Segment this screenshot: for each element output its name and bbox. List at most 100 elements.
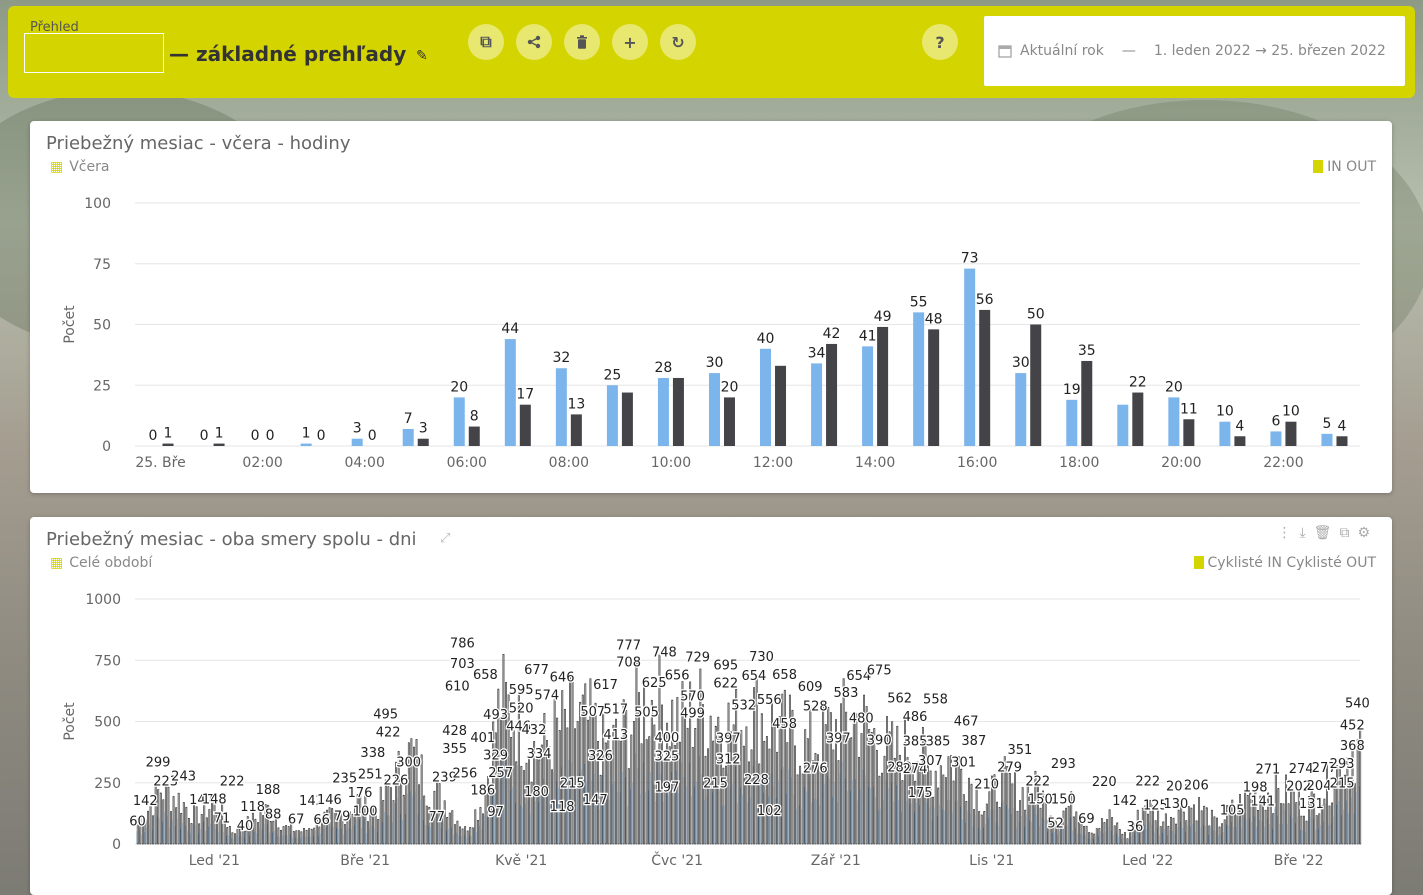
bar-total — [643, 680, 646, 845]
bar-total — [814, 752, 817, 845]
bar-total — [1121, 833, 1124, 845]
bar-total — [929, 770, 932, 845]
bar-total — [975, 786, 978, 845]
plus-icon: + — [623, 32, 637, 52]
bar-total — [696, 718, 699, 845]
bar-total — [1264, 809, 1267, 845]
breadcrumb[interactable]: Přehled — [30, 20, 79, 35]
data-label: 300 — [396, 756, 421, 771]
bar-total — [1331, 802, 1333, 845]
bar-total — [1336, 765, 1339, 845]
bar-total — [395, 761, 397, 845]
bar-total — [1016, 810, 1019, 845]
y-axis-label: Počet — [62, 702, 78, 741]
download-icon[interactable]: ⤓ — [1299, 525, 1314, 541]
data-label: 20 — [721, 379, 739, 395]
bar-total — [349, 811, 351, 845]
calendar-icon — [998, 45, 1012, 58]
bar-total — [753, 687, 756, 845]
bar-out — [1234, 436, 1246, 446]
bar-total — [916, 761, 919, 845]
bar-out — [1336, 436, 1348, 446]
card-toolbar: ⋮⤓🗑⧉⚙ — [1277, 525, 1378, 541]
bar-total — [523, 770, 525, 845]
bar-total — [661, 704, 663, 845]
copy-icon[interactable]: ⧉ — [1339, 525, 1358, 541]
bar-total — [461, 828, 464, 845]
bar-total — [295, 830, 298, 845]
bar-total — [451, 810, 454, 845]
bar-total — [811, 760, 814, 845]
y-tick-label: 1000 — [85, 592, 121, 608]
share-button[interactable] — [516, 24, 552, 60]
bar-total — [1254, 788, 1257, 845]
gear-icon[interactable]: ⚙ — [1357, 525, 1378, 541]
bar-total — [921, 727, 924, 845]
bar-total — [203, 798, 206, 845]
bar-total — [875, 749, 878, 845]
bar-total — [382, 800, 385, 845]
bar-total — [707, 748, 709, 845]
bar-total — [216, 813, 218, 845]
bar-total — [287, 826, 290, 845]
bar-total — [139, 816, 142, 845]
refresh-button[interactable]: ↻ — [660, 24, 696, 60]
bar-total — [658, 654, 661, 845]
date-period: Aktuální rok — [1020, 43, 1104, 59]
data-label: 60 — [129, 814, 146, 829]
data-label: 28 — [655, 360, 673, 376]
bar-total — [226, 827, 229, 845]
bar-total — [175, 807, 178, 845]
bar-total — [479, 807, 482, 845]
help-button[interactable]: ? — [922, 24, 958, 60]
x-tick-label: 22:00 — [1263, 455, 1303, 471]
add-button[interactable]: + — [612, 24, 648, 60]
date-range-picker[interactable]: Aktuální rok — 1. leden 2022 → 25. březe… — [984, 16, 1405, 86]
x-tick-label: 25. Bře — [135, 455, 185, 471]
bar-total — [840, 703, 842, 845]
bar-total — [865, 706, 868, 845]
bar-total — [1126, 838, 1129, 845]
chart-legend[interactable]: IN OUT — [1313, 159, 1376, 175]
data-label: 226 — [383, 774, 408, 789]
edit-pencil-icon[interactable]: ✎ — [416, 48, 428, 64]
bar-total — [829, 712, 832, 845]
legend-swatch — [1193, 556, 1204, 569]
delete-button[interactable] — [564, 24, 600, 60]
data-label: 495 — [373, 708, 398, 723]
data-label: 329 — [483, 748, 508, 763]
bar-total — [303, 828, 305, 845]
bar-total — [653, 724, 656, 845]
bar-total — [699, 668, 702, 845]
chart-legend[interactable]: Cyklisté IN Cyklisté OUT — [1193, 555, 1376, 571]
bar-total — [717, 716, 720, 845]
bar-out — [826, 343, 838, 446]
bar-total — [361, 811, 364, 845]
more-icon[interactable]: ⋮ — [1277, 525, 1300, 541]
bar-total — [1272, 813, 1275, 845]
x-tick-label: 02:00 — [242, 455, 282, 471]
data-label: 204 — [1307, 779, 1332, 794]
bar-total — [1014, 770, 1016, 845]
bar-total — [1346, 757, 1349, 845]
bar-total — [195, 806, 198, 845]
expand-icon[interactable]: ⤢ — [440, 531, 451, 546]
bar-total — [794, 745, 796, 845]
data-label: 22 — [1129, 375, 1147, 391]
bar-total — [282, 826, 285, 845]
bar-total — [1223, 819, 1226, 845]
bar-total — [1328, 805, 1331, 845]
bar-total — [1318, 813, 1321, 845]
bar-in — [1168, 397, 1180, 446]
bar-total — [320, 822, 323, 845]
bar-total — [205, 817, 208, 845]
trash-icon[interactable]: 🗑 — [1313, 525, 1340, 541]
bar-total — [1193, 804, 1195, 845]
duplicate-button[interactable]: ⧉ — [468, 24, 504, 60]
dashboard-name-input[interactable] — [24, 33, 164, 73]
x-tick-label: 12:00 — [753, 455, 793, 471]
data-label: 71 — [214, 812, 231, 827]
y-tick-label: 25 — [93, 378, 111, 394]
bar-total — [1047, 819, 1050, 845]
bar-total — [763, 741, 766, 845]
